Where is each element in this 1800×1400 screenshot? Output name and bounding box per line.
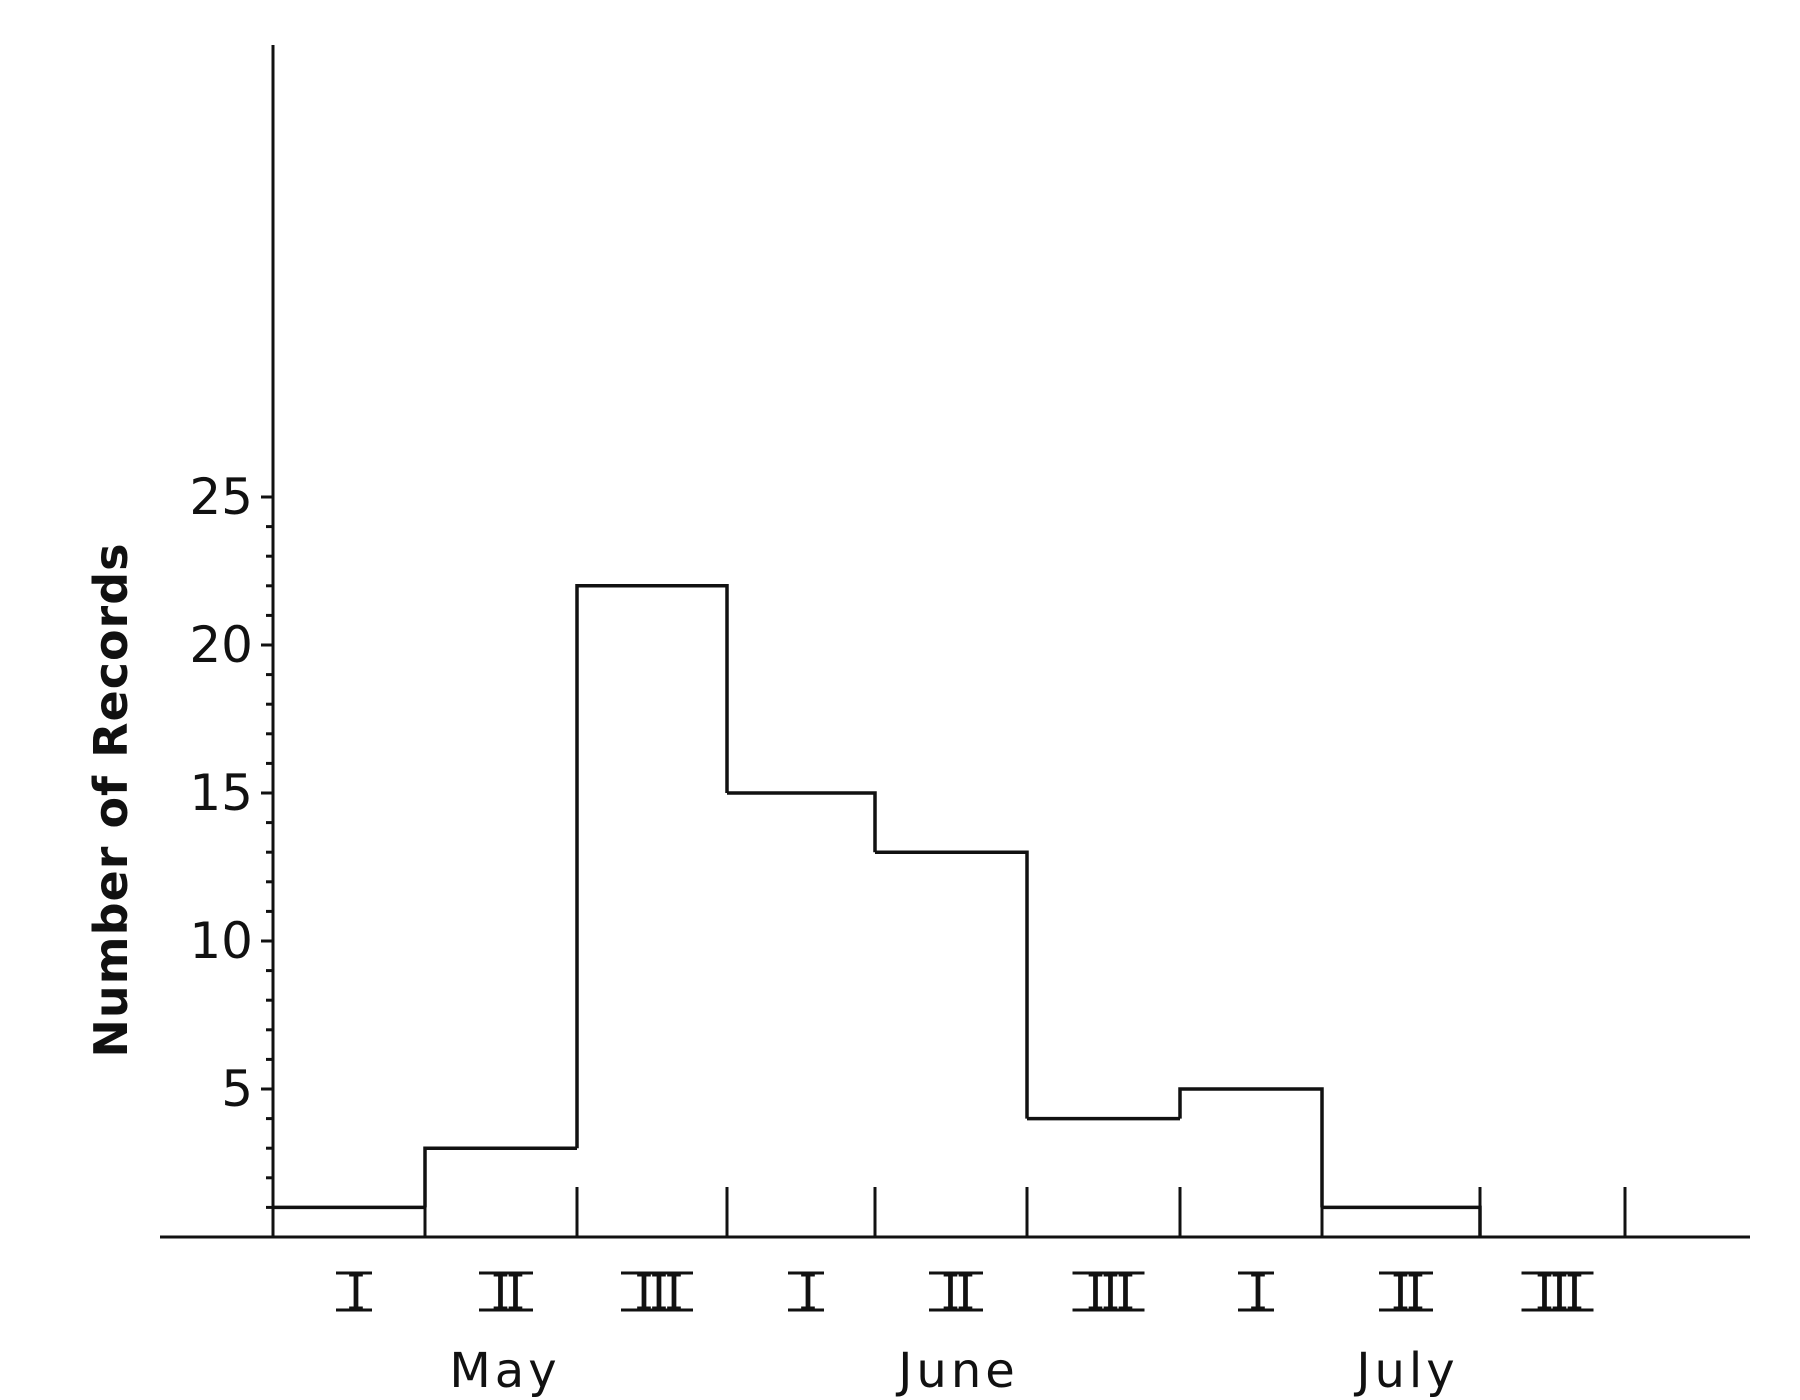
histogram-bar xyxy=(423,1146,577,1208)
x-month-label: May xyxy=(449,1343,560,1399)
y-tick-label: 5 xyxy=(221,1060,253,1118)
x-category-labels: I II III I II III I II III xyxy=(336,1265,1594,1321)
x-period-dividers xyxy=(423,1187,1627,1237)
histogram-bar xyxy=(1178,1087,1324,1208)
x-month-label: July xyxy=(1353,1343,1458,1399)
y-tick-label: 15 xyxy=(189,764,253,822)
x-month-labels: May June July xyxy=(449,1343,1458,1399)
y-axis-label: Number of Records xyxy=(84,542,138,1057)
histogram-bar xyxy=(575,584,729,1149)
histogram-bars xyxy=(273,584,1482,1237)
histogram-bar xyxy=(875,850,1029,1119)
x-month-label: June xyxy=(895,1343,1019,1399)
histogram-bar xyxy=(1322,1205,1482,1237)
y-tick-label: 20 xyxy=(189,616,253,674)
y-tick-label: 25 xyxy=(189,468,253,526)
y-major-ticks: 5 10 15 20 25 xyxy=(189,468,273,1118)
y-tick-label: 10 xyxy=(189,912,253,970)
histogram-bar xyxy=(727,791,877,853)
y-minor-ticks xyxy=(266,525,273,1209)
